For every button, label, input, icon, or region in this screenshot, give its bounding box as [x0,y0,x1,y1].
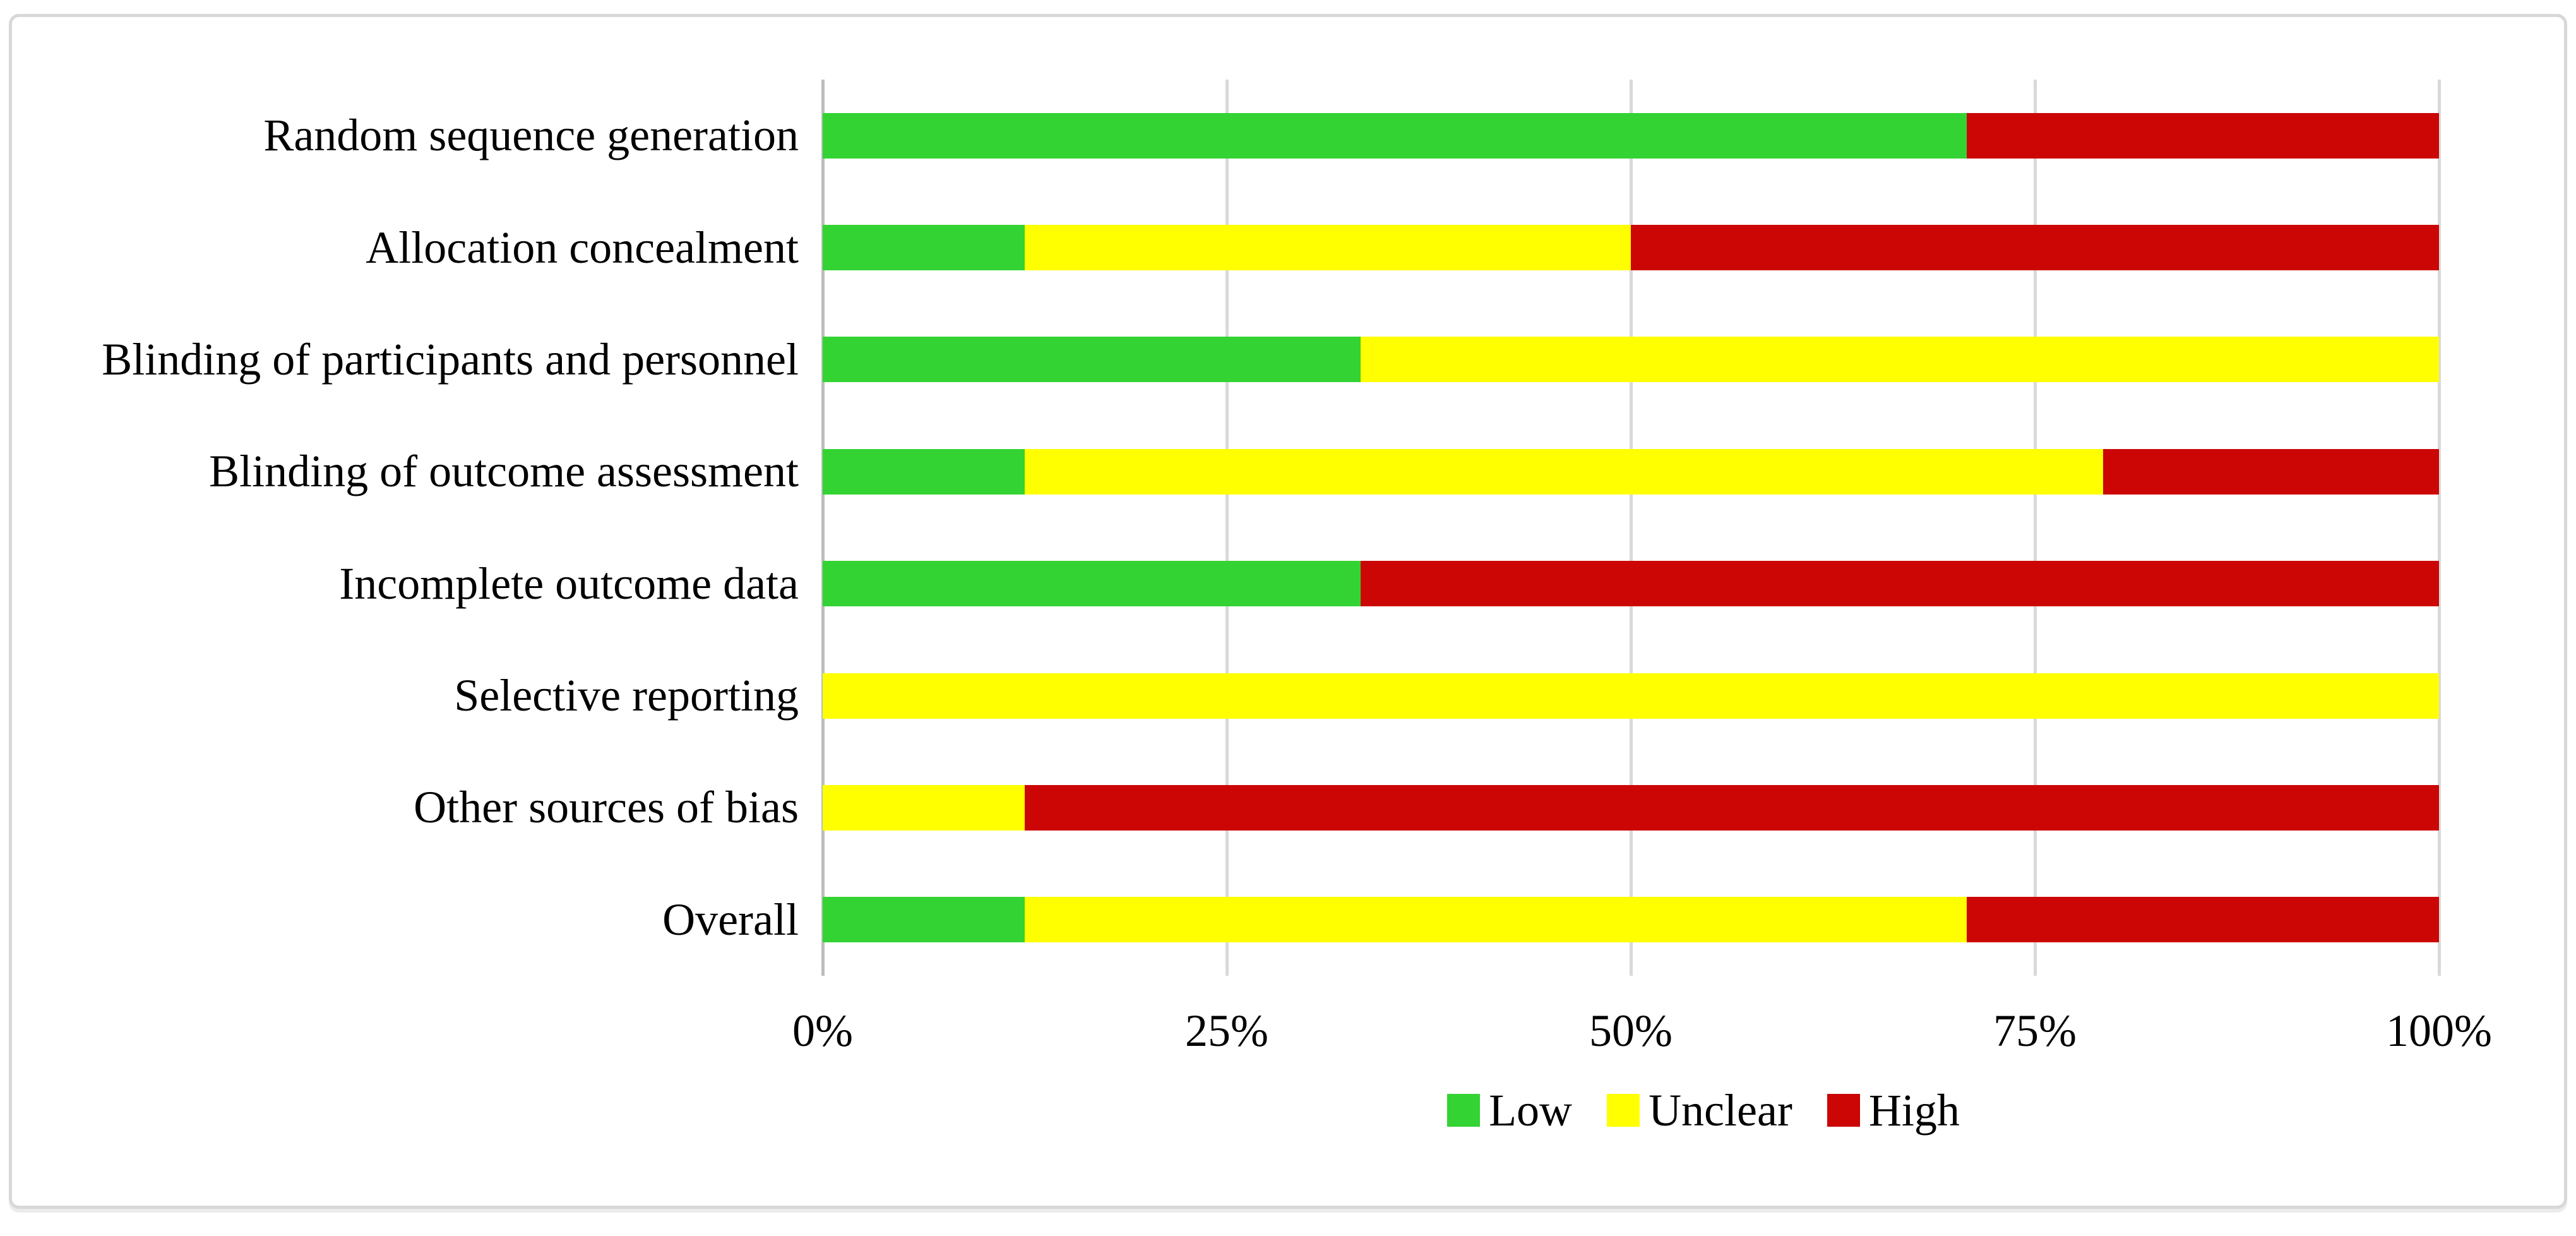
bar-band [823,752,2439,863]
x-tick-label: 75% [1993,1005,2077,1056]
legend-swatch-low-icon [1447,1094,1481,1127]
bar-blinding-of-participants-and-personnel [823,337,2439,383]
category-label: Allocation concealment [366,222,799,273]
category-label: Blinding of outcome assessment [209,446,799,497]
legend: Low Unclear High [895,1082,2512,1139]
bar-segment-low [823,448,1025,495]
bar-segment-high [1025,784,2439,831]
gridline [2033,80,2037,976]
bar-segment-unclear [823,784,1025,831]
bar-segment-low [823,225,1025,271]
category-axis: Random sequence generation Allocation con… [12,80,799,976]
legend-item-high: High [1827,1084,1960,1137]
risk-of-bias-chart-panel: Random sequence generation Allocation con… [9,14,2567,1209]
bar-segment-high [1967,897,2439,943]
category-label: Overall [662,894,799,945]
bar-blinding-of-outcome-assessment [823,448,2439,495]
bar-segment-low [823,897,1025,943]
bar-incomplete-outcome-data [823,561,2439,607]
category-label: Selective reporting [454,670,799,721]
legend-swatch-high-icon [1827,1094,1860,1127]
bar-segment-low [823,561,1361,607]
bar-segment-low [823,112,1967,159]
category-label: Random sequence generation [263,110,799,161]
bar-segment-high [1967,112,2439,159]
gridline [1629,80,1633,976]
bar-segment-unclear [1361,337,2439,383]
legend-item-low: Low [1447,1084,1572,1137]
x-tick-label: 25% [1185,1005,1268,1056]
bar-other-sources-of-bias [823,784,2439,831]
bar-segment-high [2102,448,2439,495]
bar-segment-unclear [1025,897,1967,943]
bar-band [823,80,2439,191]
y-axis-line [821,80,825,976]
legend-label: High [1868,1084,1960,1136]
gridline [1225,80,1229,976]
bar-allocation-concealment [823,225,2439,271]
bar-segment-unclear [1025,448,2103,495]
plot-area [821,80,2441,976]
x-tick-label: 0% [792,1005,853,1056]
x-tick-label: 100% [2386,1005,2492,1056]
gridline [2437,80,2441,976]
legend-label: Low [1489,1084,1573,1136]
x-tick-label: 50% [1589,1005,1673,1056]
bar-segment-high [1361,561,2439,607]
bar-selective-reporting [823,673,2439,719]
bar-band [823,640,2439,752]
legend-item-unclear: Unclear [1607,1084,1792,1137]
bar-segment-high [1631,225,2439,271]
bar-segment-low [823,337,1361,383]
bar-overall [823,897,2439,943]
legend-label: Unclear [1649,1084,1792,1136]
bar-band [823,191,2439,303]
x-axis-tick-labels: 0% 25% 50% 75% 100% [792,999,2492,1062]
bar-band [823,416,2439,527]
bar-segment-unclear [823,673,2439,719]
bar-random-sequence-generation [823,112,2439,159]
category-label: Blinding of participants and personnel [102,333,799,385]
bar-band [823,864,2439,976]
bars-container [823,80,2439,976]
category-label: Other sources of bias [414,782,799,833]
bar-band [823,528,2439,640]
category-label: Incomplete outcome data [339,558,799,609]
legend-swatch-unclear-icon [1607,1094,1640,1127]
bar-segment-unclear [1025,225,1631,271]
bar-band [823,304,2439,416]
